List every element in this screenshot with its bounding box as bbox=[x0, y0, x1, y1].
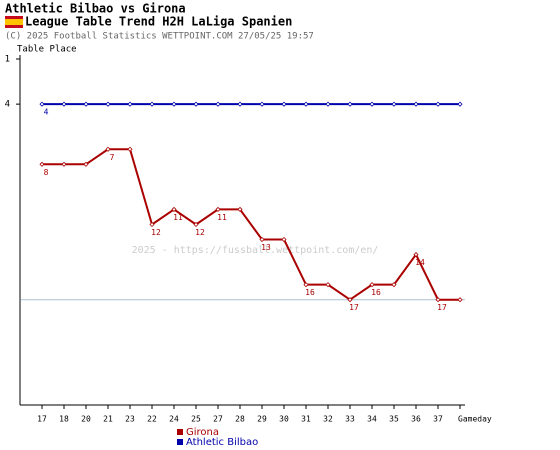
point bbox=[369, 282, 375, 288]
x-tick-label: 17 bbox=[37, 415, 47, 424]
point bbox=[325, 101, 331, 107]
point bbox=[413, 251, 419, 258]
x-tick-label: 18 bbox=[59, 415, 69, 424]
point bbox=[149, 221, 155, 228]
point bbox=[391, 282, 397, 288]
point bbox=[39, 101, 45, 107]
point bbox=[193, 221, 199, 228]
chart-title: Athletic Bilbao vs Girona bbox=[5, 2, 186, 16]
x-tick-label: 35 bbox=[389, 415, 399, 424]
point bbox=[83, 101, 89, 107]
data-label: 17 bbox=[349, 303, 359, 312]
data-label: 4 bbox=[44, 108, 49, 117]
legend-swatch bbox=[177, 439, 183, 445]
point bbox=[171, 206, 177, 213]
point bbox=[325, 282, 331, 288]
data-label: 17 bbox=[437, 303, 447, 312]
point bbox=[237, 206, 243, 213]
point bbox=[61, 161, 67, 167]
point bbox=[127, 146, 133, 152]
point bbox=[347, 297, 353, 303]
data-label: 13 bbox=[261, 243, 271, 252]
x-tick-label: 21 bbox=[103, 415, 113, 424]
point bbox=[149, 101, 155, 107]
legend-label: Athletic Bilbao bbox=[186, 437, 258, 448]
legend-label: Girona bbox=[186, 427, 219, 438]
point bbox=[105, 101, 111, 107]
point bbox=[39, 161, 45, 167]
x-tick-label: 32 bbox=[323, 415, 333, 424]
data-label: 12 bbox=[151, 228, 161, 237]
point bbox=[303, 101, 309, 107]
point bbox=[105, 146, 111, 152]
copyright: (C) 2025 Football Statistics WETTPOINT.C… bbox=[5, 32, 314, 42]
x-tick-label: 37 bbox=[433, 415, 443, 424]
x-tick-label: 22 bbox=[147, 415, 157, 424]
point bbox=[215, 206, 221, 213]
point bbox=[259, 236, 265, 243]
point bbox=[347, 101, 353, 107]
x-tick-label: 20 bbox=[81, 415, 91, 424]
point bbox=[457, 101, 463, 107]
point bbox=[281, 236, 287, 243]
flag bbox=[5, 16, 23, 28]
watermark: 2025 - https://fussball.wettpoint.com/en… bbox=[132, 245, 379, 256]
point bbox=[413, 101, 419, 107]
data-label: 11 bbox=[217, 213, 227, 222]
point bbox=[61, 101, 67, 107]
legend-swatch bbox=[177, 429, 183, 435]
data-label: 16 bbox=[371, 288, 381, 297]
point bbox=[259, 101, 265, 107]
x-tick-label: 34 bbox=[367, 415, 377, 424]
point bbox=[83, 161, 89, 167]
x-tick-label: 30 bbox=[279, 415, 289, 424]
x-tick-label: 36 bbox=[411, 415, 421, 424]
y-tick-label: 4 bbox=[5, 100, 10, 110]
data-label: 14 bbox=[415, 258, 425, 267]
point bbox=[237, 101, 243, 107]
point bbox=[127, 101, 133, 107]
point bbox=[193, 101, 199, 107]
y-axis-label: Table Place bbox=[17, 45, 77, 55]
point bbox=[303, 282, 309, 288]
x-tick-label: 25 bbox=[191, 415, 201, 424]
point bbox=[215, 101, 221, 107]
point bbox=[369, 101, 375, 107]
series-line bbox=[42, 148, 460, 301]
data-label: 11 bbox=[173, 213, 183, 222]
x-tick-label: 33 bbox=[345, 415, 355, 424]
x-tick-label: 28 bbox=[235, 415, 245, 424]
data-label: 12 bbox=[195, 228, 205, 237]
x-tick-label: 31 bbox=[301, 415, 311, 424]
x-axis-label: Gameday bbox=[458, 415, 492, 424]
data-label: 16 bbox=[305, 288, 315, 297]
data-label: 7 bbox=[110, 153, 115, 162]
x-tick-label: 24 bbox=[169, 415, 179, 424]
x-tick-label: 23 bbox=[125, 415, 135, 424]
point bbox=[435, 297, 441, 303]
data-label: 8 bbox=[44, 168, 49, 177]
x-tick-label: 29 bbox=[257, 415, 267, 424]
x-tick-label: 27 bbox=[213, 415, 223, 424]
chart-subtitle: League Table Trend H2H LaLiga Spanien bbox=[25, 15, 292, 29]
point bbox=[171, 101, 177, 107]
point bbox=[281, 101, 287, 107]
point bbox=[457, 297, 463, 303]
point bbox=[435, 101, 441, 107]
point bbox=[391, 101, 397, 107]
y-tick-label: 1 bbox=[5, 55, 10, 65]
